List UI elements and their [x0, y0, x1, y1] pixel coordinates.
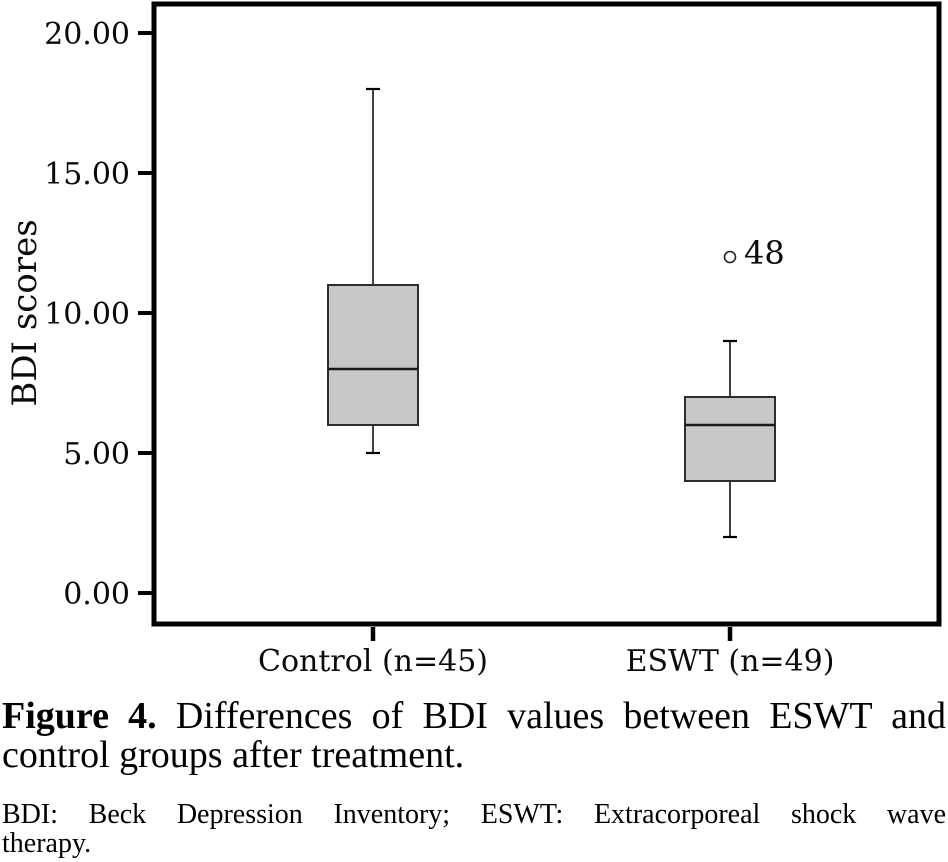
y-tick-label: 5.00 [63, 437, 130, 472]
bdi-boxplot-chart: 0.00 5.00 10.00 15.00 20.00 Control (n=45) ESW… [5, 1, 942, 679]
x-tick-label: ESWT (n=49) [626, 644, 835, 679]
footnote-line-2: therapy. [2, 828, 92, 859]
y-axis-title: BDI scores [5, 219, 45, 406]
outlier-point [723, 250, 737, 264]
x-tick-label: Control (n=45) [258, 644, 488, 679]
caption-line-2: control groups after treatment. [2, 734, 465, 776]
plot-frame [151, 1, 942, 627]
y-tick-label: 0.00 [63, 577, 130, 612]
iqr-box [684, 396, 776, 482]
y-tick-label: 15.00 [44, 157, 130, 192]
caption-line-1: Figure 4. Differences of BDI values betw… [2, 697, 946, 736]
iqr-box [327, 284, 419, 426]
caption-label: Figure 4. [2, 695, 157, 737]
caption-text: Differences of BDI values between ESWT a… [175, 695, 947, 737]
footnote-line-1: BDI: Beck Depression Inventory; ESWT: Ex… [2, 799, 946, 830]
outlier-case-label: 48 [744, 234, 785, 272]
y-tick-label: 20.00 [44, 17, 130, 52]
figure-caption: Figure 4. Differences of BDI values betw… [2, 697, 946, 775]
figure-footnote: BDI: Beck Depression Inventory; ESWT: Ex… [2, 800, 946, 858]
y-tick-label: 10.00 [44, 297, 130, 332]
